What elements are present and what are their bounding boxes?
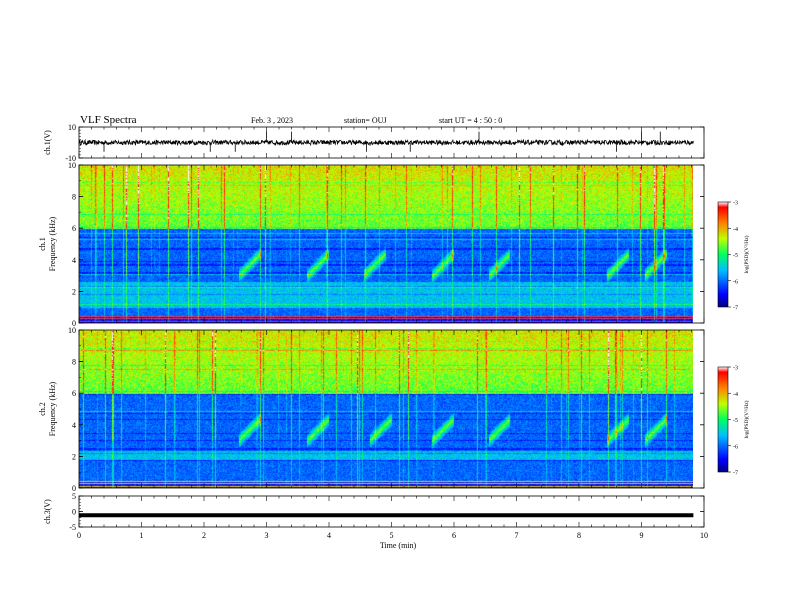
y-tick-label: 4 — [72, 256, 76, 265]
x-tick-label: 6 — [452, 531, 456, 540]
y-axis-label: ch.1 — [38, 237, 47, 251]
time-axis: 0 1 2 3 4 5 6 7 8 9 10 Time (min) — [77, 531, 708, 550]
spectrogram-image — [79, 330, 693, 488]
colorbar-gradient — [718, 367, 728, 472]
x-tick-label: 2 — [202, 531, 206, 540]
x-tick-label: 1 — [140, 531, 144, 540]
y-tick-label: 10 — [68, 123, 76, 132]
colorbar-tick-label: -5 — [733, 418, 738, 424]
figure-title: VLF Spectra — [80, 114, 137, 126]
x-tick-label: 0 — [77, 531, 81, 540]
colorbar-tick-label: -6 — [733, 279, 738, 285]
spectrogram-canvas — [79, 330, 693, 488]
header-date: Feb. 3 , 2023 — [251, 116, 293, 125]
y-tick-label: 10 — [68, 326, 76, 335]
colorbar-tick-label: -7 — [733, 471, 738, 477]
colorbar-label: log(PSD)(V²/Hz) — [743, 400, 750, 438]
ch3-waveform-panel: 5 0 -5 ch.3(V) — [43, 492, 704, 532]
y-axis-label: Frequency (kHz) — [48, 216, 57, 271]
x-tick-label: 8 — [577, 531, 581, 540]
colorbar-tick-label: -4 — [733, 392, 738, 398]
y-axis-label: ch.2 — [38, 402, 47, 416]
x-tick-label: 7 — [515, 531, 519, 540]
y-tick-label: 2 — [72, 287, 76, 296]
colorbar-gradient — [718, 202, 728, 307]
spectrogram-image — [79, 165, 693, 323]
x-tick-label: 10 — [700, 531, 708, 540]
colorbar-tick-label: -4 — [733, 227, 738, 233]
y-tick-label: 0 — [72, 508, 76, 517]
colorbar-tick-label: -7 — [733, 306, 738, 312]
y-axis-label: ch.3(V) — [43, 499, 52, 524]
x-tick-label: 3 — [265, 531, 269, 540]
x-tick-label: 9 — [640, 531, 644, 540]
header-station: station= OUJ — [344, 116, 387, 125]
y-tick-label: 10 — [68, 161, 76, 170]
colorbar-tick-label: -3 — [733, 366, 738, 372]
y-tick-label: 2 — [72, 452, 76, 461]
ch2-colorbar: -3 -4 -5 -6 -7 log(PSD)(V²/Hz) — [718, 366, 750, 477]
y-tick-label: -5 — [69, 523, 76, 532]
ch1-colorbar: -3 -4 -5 -6 -7 log(PSD)(V²/Hz) — [718, 201, 750, 312]
colorbar-tick-label: -6 — [733, 444, 738, 450]
colorbar-tick-label: -5 — [733, 253, 738, 259]
colorbar-label: log(PSD)(V²/Hz) — [743, 235, 750, 273]
y-tick-label: 6 — [72, 224, 76, 233]
y-axis-label: Frequency (kHz) — [48, 381, 57, 436]
y-tick-label: 4 — [72, 421, 76, 430]
x-axis-label: Time (min) — [380, 541, 417, 550]
y-tick-label: 5 — [72, 492, 76, 501]
x-tick-label: 5 — [390, 531, 394, 540]
colorbar-tick-label: -3 — [733, 201, 738, 207]
spectrogram-canvas — [79, 165, 693, 323]
header-start-time: start UT = 4 : 50 : 0 — [439, 116, 502, 125]
y-tick-label: 8 — [72, 193, 76, 202]
y-tick-label: 8 — [72, 358, 76, 367]
x-tick-label: 4 — [327, 531, 331, 540]
y-axis-label: ch.1(V) — [43, 130, 52, 155]
y-tick-label: 6 — [72, 389, 76, 398]
